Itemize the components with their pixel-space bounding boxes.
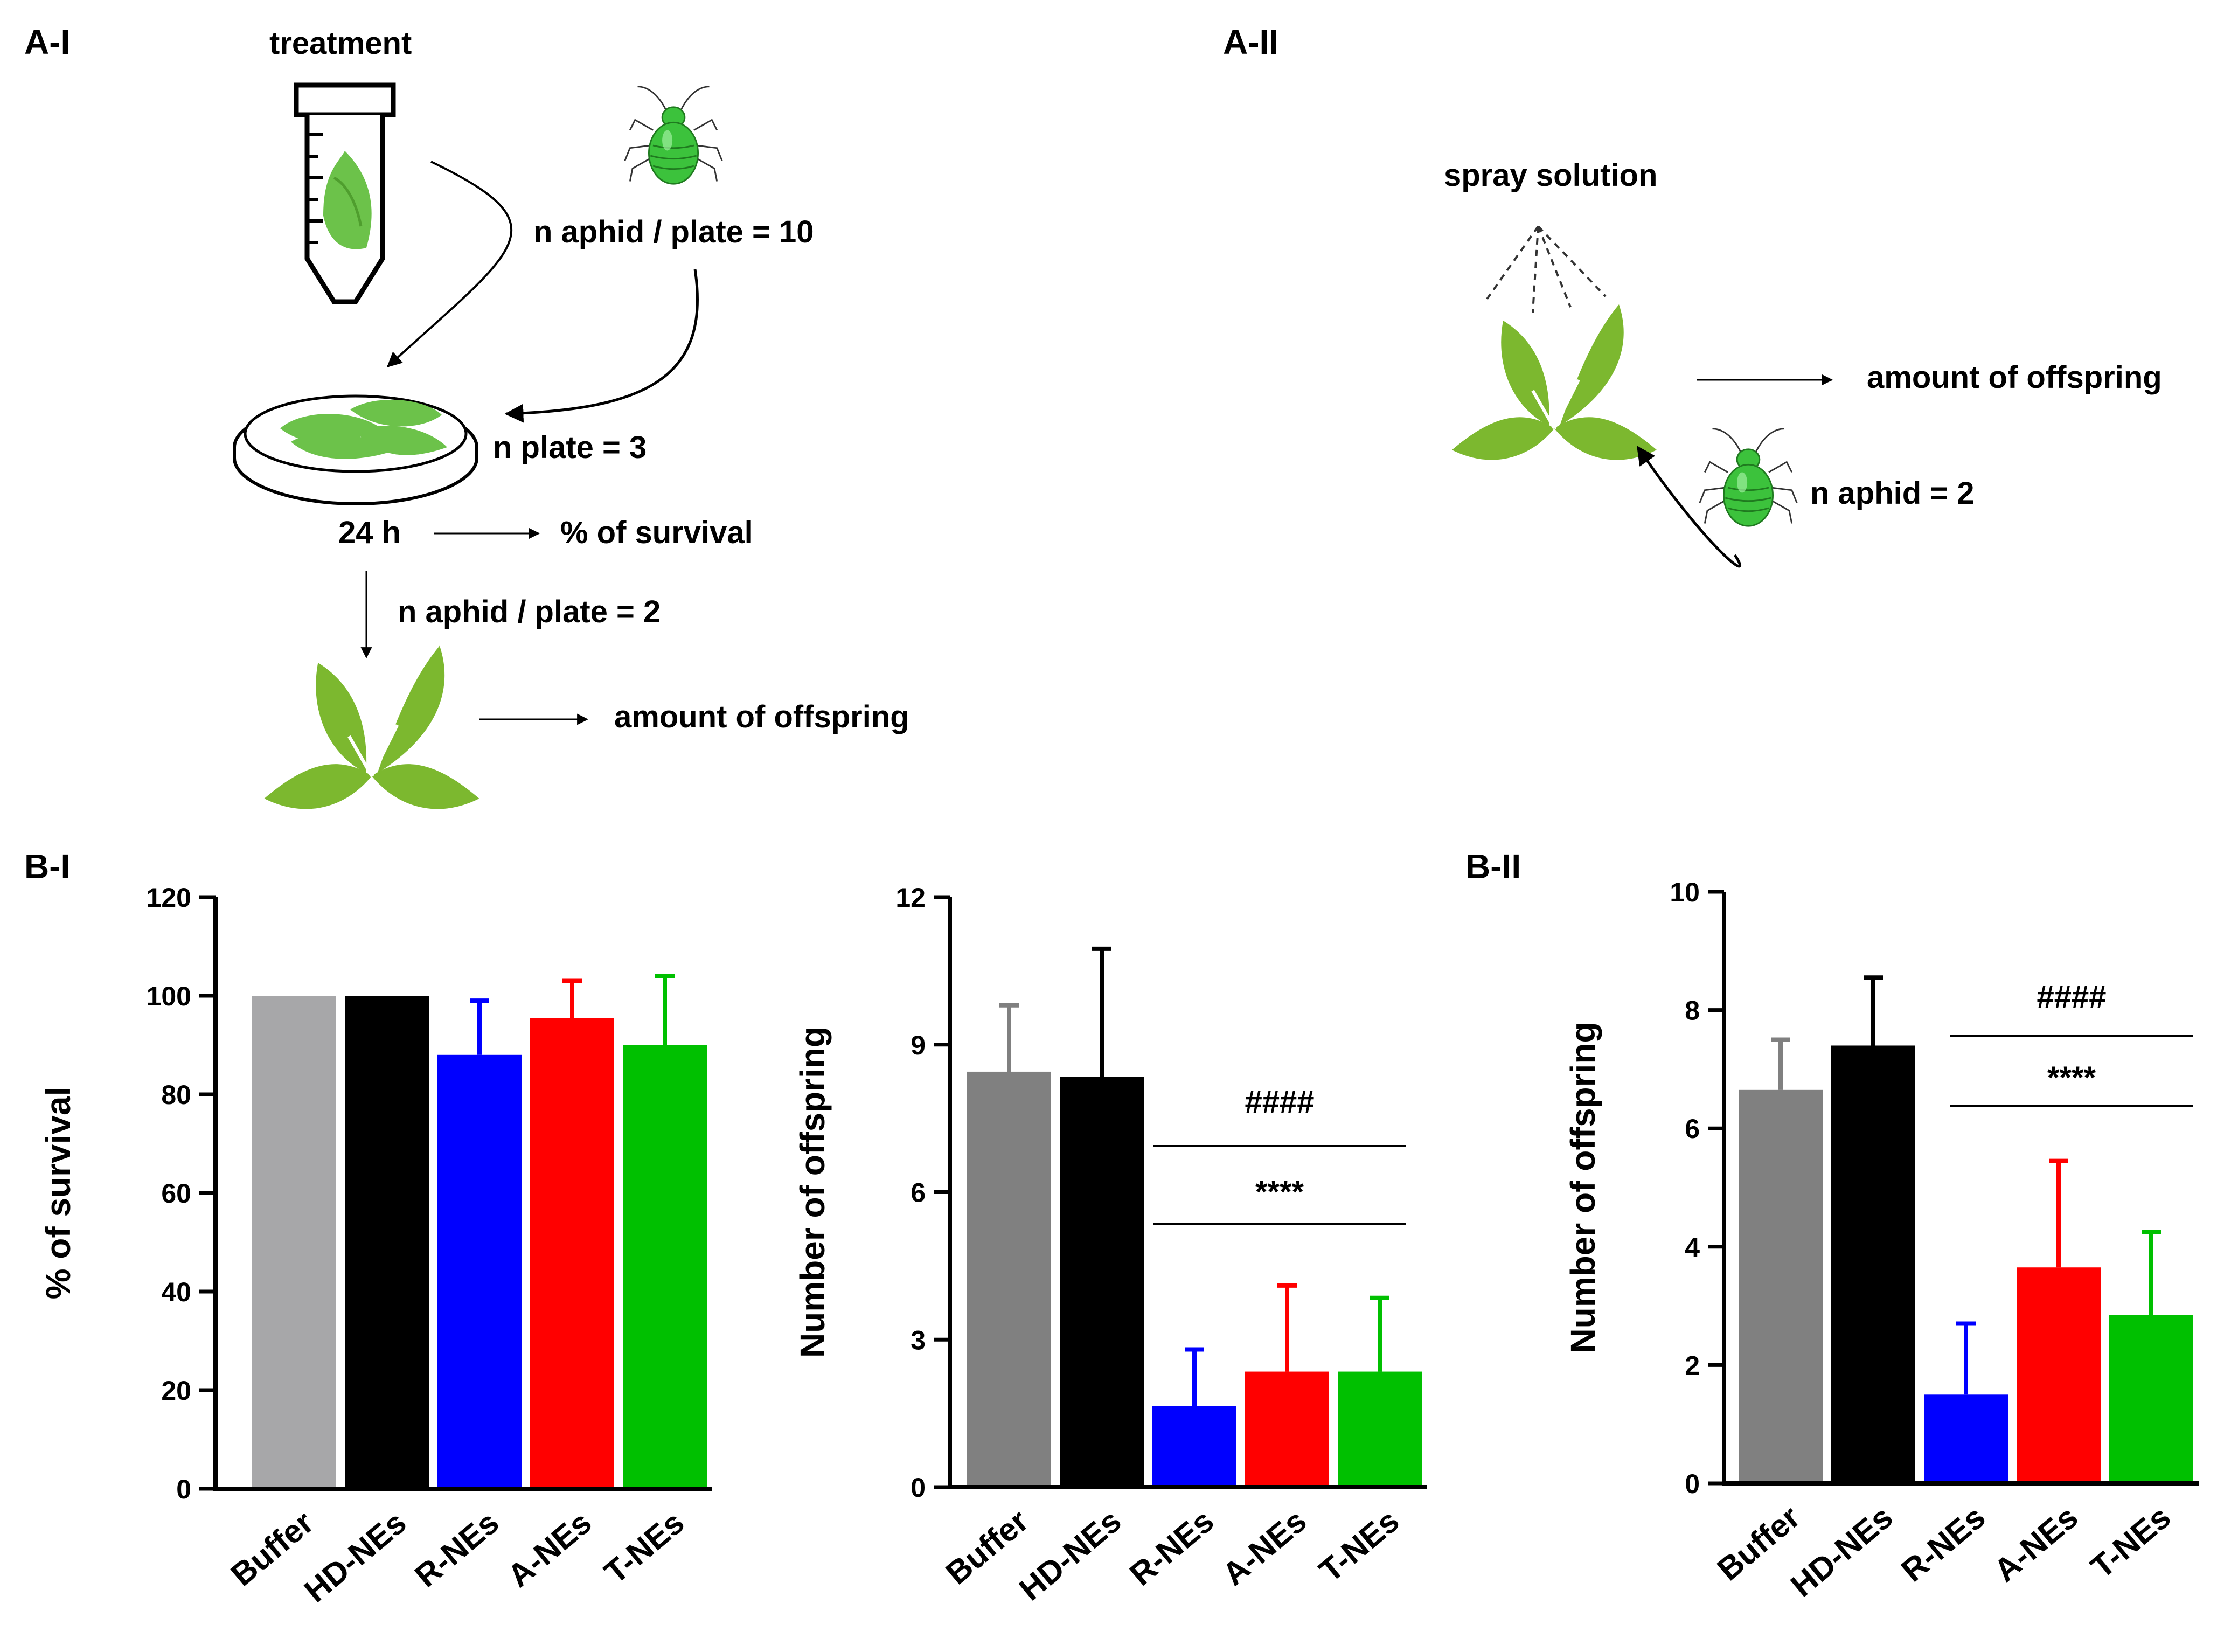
bar-a-nes bbox=[2017, 1267, 2101, 1483]
category-label: HD-NEs bbox=[1012, 1503, 1128, 1608]
panel-a1-schematic: A-I treatment n aphid / plate = 10 n pla… bbox=[24, 23, 909, 809]
bar-r-nes bbox=[437, 1054, 522, 1489]
category-label: R-NEs bbox=[1894, 1499, 1992, 1589]
y-tick-label: 2 bbox=[1685, 1350, 1700, 1380]
bar-hd-nes bbox=[1831, 1045, 1915, 1483]
y-tick-label: 8 bbox=[1685, 996, 1700, 1026]
y-axis-label: % of survival bbox=[39, 1087, 78, 1300]
y-tick-label: 60 bbox=[161, 1178, 191, 1209]
hash-annotation: #### bbox=[1245, 1085, 1314, 1120]
category-label: HD-NEs bbox=[1784, 1499, 1899, 1604]
bar-buffer bbox=[252, 996, 336, 1489]
y-tick-label: 12 bbox=[895, 883, 926, 913]
plant-icon bbox=[265, 646, 479, 809]
aphid-icon-a2 bbox=[1699, 428, 1798, 527]
petri-dish-icon bbox=[233, 394, 478, 506]
category-label: T-NEs bbox=[2084, 1499, 2177, 1586]
y-tick-label: 20 bbox=[161, 1376, 191, 1406]
tube-to-plate-arrow bbox=[386, 161, 513, 367]
n-aphid-plate-10-label: n aphid / plate = 10 bbox=[533, 214, 814, 249]
n-aphid-plate-2-label: n aphid / plate = 2 bbox=[398, 594, 661, 629]
aphid-icon bbox=[624, 86, 723, 185]
hash-annotation: #### bbox=[2037, 980, 2106, 1015]
aphid-to-plate-arrow bbox=[504, 269, 699, 423]
bar-hd-nes bbox=[345, 996, 429, 1489]
y-tick-label: 100 bbox=[147, 981, 191, 1011]
y-tick-label: 0 bbox=[911, 1473, 926, 1503]
y-tick-label: 0 bbox=[176, 1474, 191, 1504]
bar-r-nes bbox=[1152, 1406, 1236, 1487]
y-tick-label: 120 bbox=[147, 883, 191, 913]
y-tick-label: 4 bbox=[1685, 1232, 1700, 1262]
bar-a-nes bbox=[530, 1018, 614, 1489]
spray-lines bbox=[1486, 225, 1607, 313]
panel-label-a1: A-I bbox=[24, 23, 70, 61]
category-label: A-NEs bbox=[1987, 1499, 2084, 1589]
offspring-label-a2: amount of offspring bbox=[1867, 360, 2162, 395]
star-annotation: **** bbox=[1255, 1175, 1304, 1210]
tube-icon bbox=[294, 82, 396, 304]
panel-label-b2: B-II bbox=[1465, 847, 1521, 886]
bar-t-nes bbox=[2109, 1315, 2193, 1483]
category-label: A-NEs bbox=[501, 1504, 598, 1594]
plant-icon-a2 bbox=[1452, 304, 1657, 460]
y-tick-label: 3 bbox=[911, 1325, 926, 1355]
bar-a-nes bbox=[1245, 1371, 1329, 1487]
panel-label-a2: A-II bbox=[1223, 23, 1278, 61]
survival-label: % of survival bbox=[560, 515, 753, 550]
bar-buffer bbox=[967, 1071, 1051, 1487]
n-plate-label: n plate = 3 bbox=[493, 430, 647, 465]
bar-buffer bbox=[1739, 1089, 1823, 1483]
offspring-label-a1: amount of offspring bbox=[614, 699, 909, 734]
n-aphid-2-label: n aphid = 2 bbox=[1810, 476, 1975, 511]
category-label: T-NEs bbox=[597, 1504, 691, 1591]
time-24h-label: 24 h bbox=[338, 515, 401, 550]
spray-solution-label: spray solution bbox=[1444, 158, 1657, 193]
bar-t-nes bbox=[1338, 1371, 1422, 1487]
y-axis-label: Number of offspring bbox=[793, 1026, 832, 1358]
panel-a2-schematic: A-II spray solution amount of offspring … bbox=[1223, 23, 2162, 568]
category-label: HD-NEs bbox=[297, 1504, 413, 1609]
y-tick-label: 6 bbox=[1685, 1114, 1700, 1144]
star-annotation: **** bbox=[2047, 1060, 2096, 1095]
y-tick-label: 10 bbox=[1670, 877, 1700, 907]
y-tick-label: 80 bbox=[161, 1080, 191, 1110]
y-tick-label: 40 bbox=[161, 1277, 191, 1307]
category-label: R-NEs bbox=[408, 1504, 505, 1594]
treatment-label: treatment bbox=[269, 26, 412, 61]
bar-hd-nes bbox=[1060, 1077, 1144, 1487]
category-label: T-NEs bbox=[1312, 1503, 1406, 1589]
category-label: R-NEs bbox=[1123, 1503, 1220, 1593]
panel-label-b1: B-I bbox=[24, 847, 70, 886]
bar-r-nes bbox=[1924, 1394, 2008, 1483]
y-tick-label: 9 bbox=[911, 1030, 926, 1060]
bar-t-nes bbox=[623, 1045, 707, 1489]
y-tick-label: 0 bbox=[1685, 1469, 1700, 1499]
aphid-to-plant-arrow bbox=[1636, 446, 1741, 568]
category-label: A-NEs bbox=[1215, 1503, 1313, 1593]
y-tick-label: 6 bbox=[911, 1178, 926, 1208]
y-axis-label: Number of offspring bbox=[1563, 1022, 1602, 1353]
